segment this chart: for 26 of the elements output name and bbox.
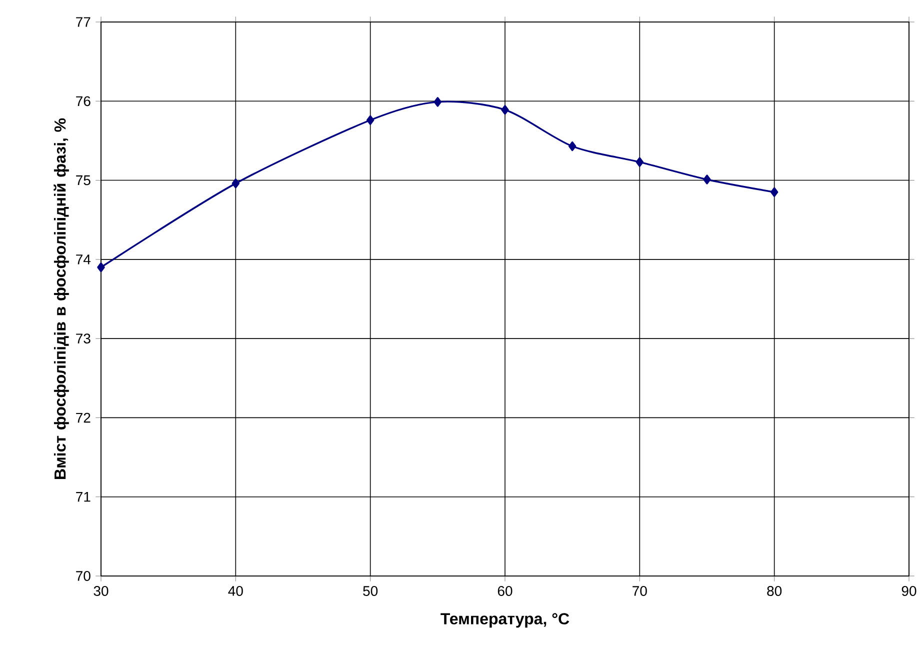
x-tick-label: 90 bbox=[902, 586, 916, 596]
y-tick-label: 77 bbox=[76, 17, 90, 27]
x-tick-label: 70 bbox=[632, 586, 647, 596]
point bbox=[97, 262, 105, 272]
point bbox=[703, 174, 711, 184]
y-tick-label: 71 bbox=[76, 492, 90, 502]
x-tick-label: 80 bbox=[767, 586, 782, 596]
y-tick-label: 72 bbox=[76, 412, 90, 423]
y-tick-label: 73 bbox=[76, 334, 90, 344]
x-tick-label: 40 bbox=[228, 586, 243, 596]
point bbox=[434, 97, 442, 107]
x-tick-label: 60 bbox=[498, 586, 512, 596]
x-tick-label: 50 bbox=[363, 586, 378, 596]
y-tick-label: 74 bbox=[76, 254, 91, 264]
point bbox=[232, 178, 240, 188]
point bbox=[636, 157, 644, 167]
y-tick-label: 76 bbox=[76, 96, 90, 106]
x-tick-label: 30 bbox=[94, 586, 108, 596]
point bbox=[568, 141, 576, 152]
x-axis-title: Температура, °C bbox=[440, 613, 570, 628]
y-tick-label: 75 bbox=[76, 175, 90, 186]
point bbox=[366, 115, 374, 126]
point bbox=[770, 187, 778, 198]
y-axis-title: Вміст фосфоліпідів в фосфоліпідній фазі, % bbox=[54, 118, 69, 479]
y-tick-label: 70 bbox=[76, 571, 90, 581]
point bbox=[501, 104, 509, 115]
